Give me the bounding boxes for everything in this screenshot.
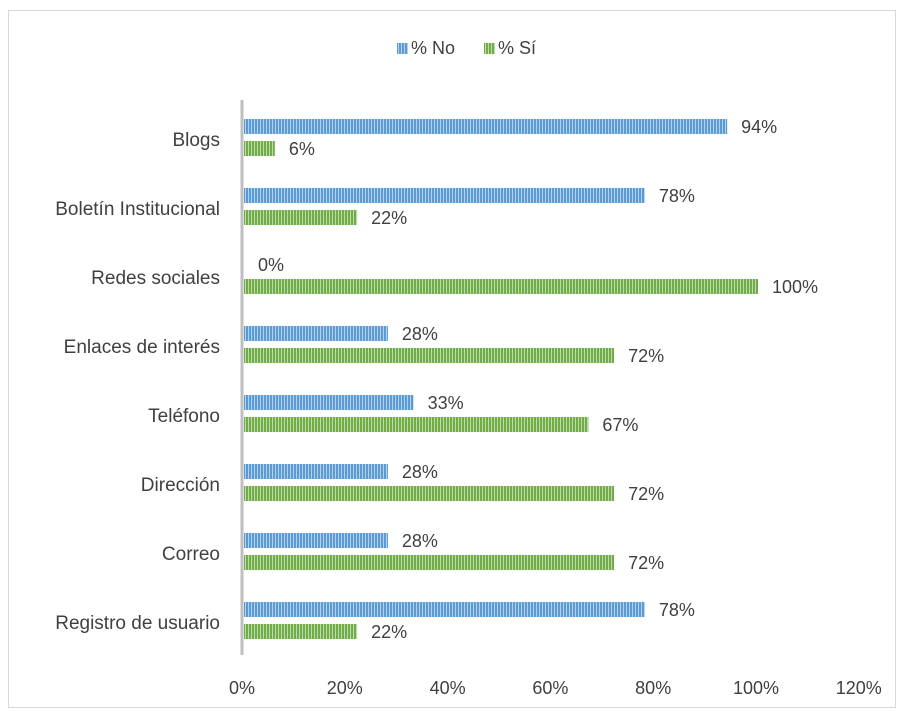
data-label: 0% xyxy=(258,255,284,275)
category-label: Registro de usuario xyxy=(55,613,220,634)
x-tick-label: 60% xyxy=(532,678,568,698)
bar-si xyxy=(244,555,615,570)
bar-no xyxy=(244,119,728,134)
x-tick-label: 0% xyxy=(229,678,255,698)
legend-swatch-no xyxy=(397,43,408,54)
data-label: 72% xyxy=(628,553,664,573)
x-tick-label: 40% xyxy=(430,678,466,698)
legend-swatch-si xyxy=(484,43,495,54)
data-label: 22% xyxy=(371,208,407,228)
x-tick-label: 120% xyxy=(836,678,882,698)
data-label: 28% xyxy=(402,324,438,344)
category-label: Redes sociales xyxy=(91,268,220,289)
data-label: 72% xyxy=(628,346,664,366)
category-label: Blogs xyxy=(172,130,220,151)
data-label: 33% xyxy=(428,393,464,413)
bar-si xyxy=(244,486,615,501)
bar-no xyxy=(244,533,388,548)
plot-area: Blogs 94% 6% Boletín Institucional 78% 22% Red… xyxy=(55,100,882,698)
x-tick-label: 80% xyxy=(635,678,671,698)
category-label: Teléfono xyxy=(148,406,220,427)
data-label: 78% xyxy=(659,186,695,206)
bar-si xyxy=(244,141,275,156)
bar-si xyxy=(244,624,358,639)
bar-si xyxy=(244,417,589,432)
bar-no xyxy=(244,395,414,410)
data-label: 28% xyxy=(402,531,438,551)
category-label: Dirección xyxy=(141,475,220,496)
bar-si xyxy=(244,279,758,294)
data-label: 94% xyxy=(741,117,777,137)
bar-no xyxy=(244,188,645,203)
x-tick-label: 100% xyxy=(733,678,779,698)
bar-no xyxy=(244,326,388,341)
data-label: 78% xyxy=(659,600,695,620)
x-tick-label: 20% xyxy=(327,678,363,698)
data-label: 72% xyxy=(628,484,664,504)
category-label: Enlaces de interés xyxy=(64,337,220,358)
data-label: 28% xyxy=(402,462,438,482)
category-label: Boletín Institucional xyxy=(55,199,220,220)
data-label: 6% xyxy=(289,139,315,159)
data-label: 100% xyxy=(772,277,818,297)
bar-si xyxy=(244,348,615,363)
legend-label: % No xyxy=(411,38,455,58)
data-label: 67% xyxy=(602,415,638,435)
bar-no xyxy=(244,464,388,479)
bar-si xyxy=(244,210,358,225)
category-label: Correo xyxy=(162,544,220,565)
legend-label: % Sí xyxy=(498,38,536,58)
legend: % No % Sí xyxy=(397,38,536,58)
bar-no xyxy=(244,602,645,617)
data-label: 22% xyxy=(371,622,407,642)
